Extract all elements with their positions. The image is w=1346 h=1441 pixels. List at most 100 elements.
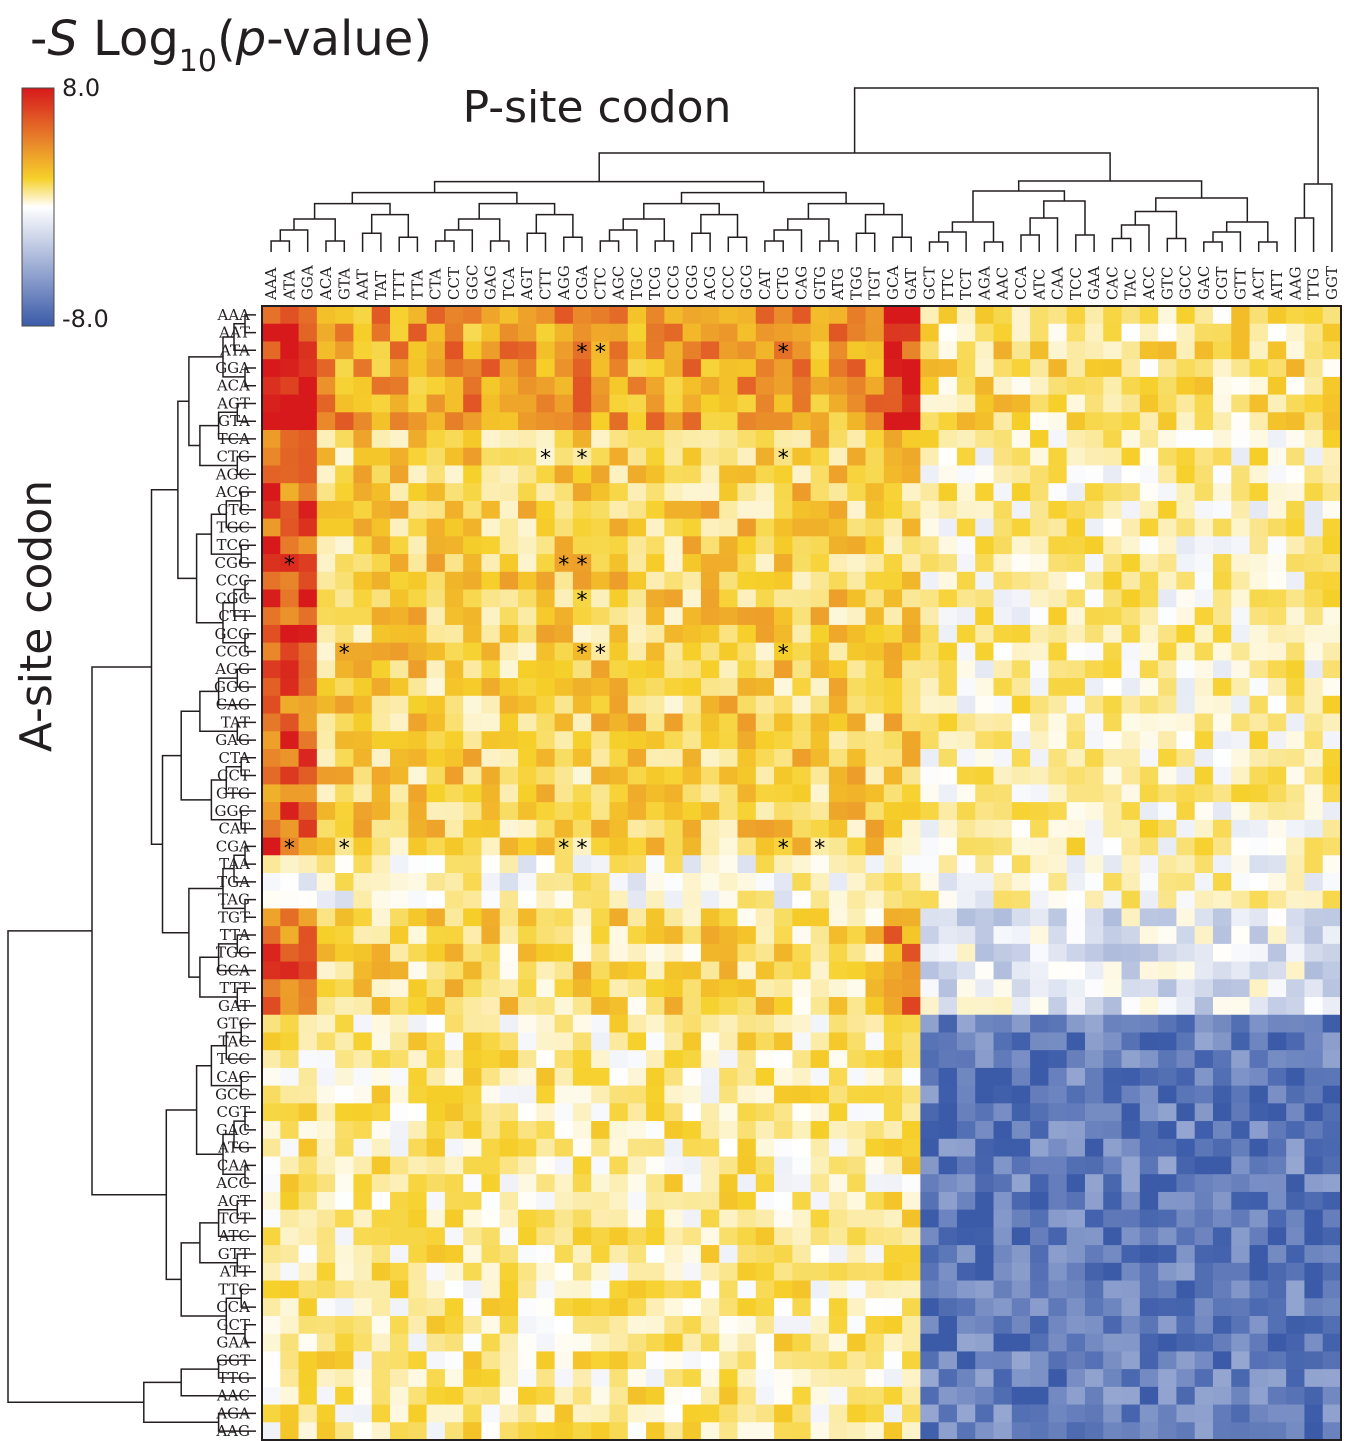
heatmap-cell [426, 1085, 446, 1104]
heatmap-cell [664, 660, 684, 679]
heatmap-cell [1176, 306, 1196, 325]
heatmap-cell [335, 323, 354, 342]
heatmap-cell [481, 908, 501, 927]
heatmap-cell [536, 1032, 556, 1051]
heatmap-cell [572, 1227, 592, 1246]
heatmap-cell [664, 1174, 684, 1193]
heatmap-cell [298, 306, 318, 325]
heatmap-cell [774, 323, 793, 342]
heatmap-cell [755, 1050, 775, 1069]
heatmap-cell [481, 1209, 501, 1228]
heatmap-cell [938, 394, 958, 413]
heatmap-cell [920, 1280, 940, 1299]
heatmap-cell [810, 1103, 830, 1122]
heatmap-cell [792, 1227, 812, 1246]
row-label: GGA [215, 359, 250, 377]
heatmap-cell [1286, 1422, 1305, 1441]
heatmap-cell [700, 1315, 720, 1335]
heatmap-cell [1194, 483, 1214, 502]
heatmap-cell [390, 1174, 409, 1193]
heatmap-cell [262, 376, 281, 395]
heatmap-cell [646, 1422, 665, 1441]
heatmap-cell [847, 1245, 866, 1264]
heatmap-cell [1249, 1227, 1269, 1246]
heatmap-cell [865, 500, 885, 520]
heatmap-cell [1139, 943, 1159, 962]
heatmap-cell [408, 802, 427, 821]
heatmap-cell [1103, 536, 1122, 555]
heatmap-frame [261, 305, 1342, 1441]
heatmap-cell [444, 1369, 464, 1388]
heatmap-cell [993, 1422, 1013, 1441]
heatmap-cell [902, 1209, 921, 1228]
heatmap-cell [390, 1386, 409, 1405]
heatmap-cell [1084, 359, 1104, 378]
heatmap-cell [1103, 589, 1122, 608]
heatmap-cell [956, 1422, 976, 1441]
heatmap-cell [591, 1315, 610, 1335]
heatmap-cell [993, 1209, 1013, 1228]
heatmap-cell [828, 1085, 848, 1104]
heatmap-cell [572, 1191, 592, 1211]
heatmap-cell [902, 660, 921, 679]
heatmap-cell [1066, 1404, 1086, 1423]
heatmap-cell [1066, 997, 1086, 1016]
heatmap-cell [444, 908, 464, 927]
heatmap-cell [554, 1333, 574, 1352]
heatmap-cell [1267, 430, 1287, 449]
heatmap-cell [609, 1386, 629, 1405]
heatmap-cell [280, 465, 299, 484]
heatmap-cell [1048, 1032, 1068, 1051]
heatmap-cell [627, 1067, 647, 1087]
heatmap-cell [444, 926, 464, 945]
heatmap-cell [847, 1014, 866, 1033]
heatmap-cell [700, 873, 720, 892]
heatmap-cell [1139, 1191, 1159, 1211]
heatmap-cell [1030, 802, 1049, 821]
heatmap-cell [1322, 1333, 1342, 1352]
heatmap-cell [1322, 376, 1342, 395]
heatmap-cell [865, 412, 885, 431]
heatmap-cell [938, 447, 958, 466]
heatmap-cell [737, 607, 757, 626]
heatmap-cell [298, 430, 318, 449]
heatmap-cell [682, 1121, 702, 1140]
heatmap-cell [774, 589, 793, 608]
heatmap-cell [755, 1067, 775, 1087]
heatmap-cell [609, 359, 629, 378]
heatmap-cell [865, 306, 885, 325]
heatmap-cell [719, 713, 738, 732]
heatmap-cell [700, 447, 720, 466]
heatmap-cell [518, 1121, 537, 1140]
heatmap-cell [371, 908, 391, 927]
heatmap-cell [1212, 979, 1232, 998]
heatmap-cell [1084, 784, 1104, 803]
heatmap-cell [426, 536, 446, 555]
heatmap-cell [865, 1121, 885, 1140]
heatmap-cell [1084, 341, 1104, 360]
heatmap-cell [1084, 1333, 1104, 1352]
heatmap-cell [1194, 1014, 1214, 1033]
heatmap-cell [1231, 571, 1250, 590]
heatmap-cell [335, 536, 354, 555]
heatmap-cell [1249, 979, 1269, 998]
heatmap-cell [774, 819, 793, 838]
heatmap-cell [1139, 376, 1159, 395]
heatmap-cell [646, 571, 665, 590]
heatmap-cell [298, 624, 318, 644]
heatmap-cell [993, 1085, 1013, 1104]
heatmap-cell [883, 1085, 903, 1104]
heatmap-cell [920, 571, 940, 590]
heatmap-cell [993, 430, 1013, 449]
heatmap-cell [1304, 642, 1324, 661]
heatmap-cell [298, 1404, 318, 1423]
heatmap-cell [316, 1156, 336, 1175]
heatmap-cell [481, 731, 501, 750]
heatmap-cell [938, 784, 958, 803]
row-label: GTC [217, 1015, 250, 1033]
heatmap-cell [1212, 961, 1232, 980]
heatmap-cell [865, 748, 885, 768]
heatmap-cell [1066, 554, 1086, 573]
heatmap-cell [1158, 447, 1177, 466]
heatmap-cell [1212, 1227, 1232, 1246]
